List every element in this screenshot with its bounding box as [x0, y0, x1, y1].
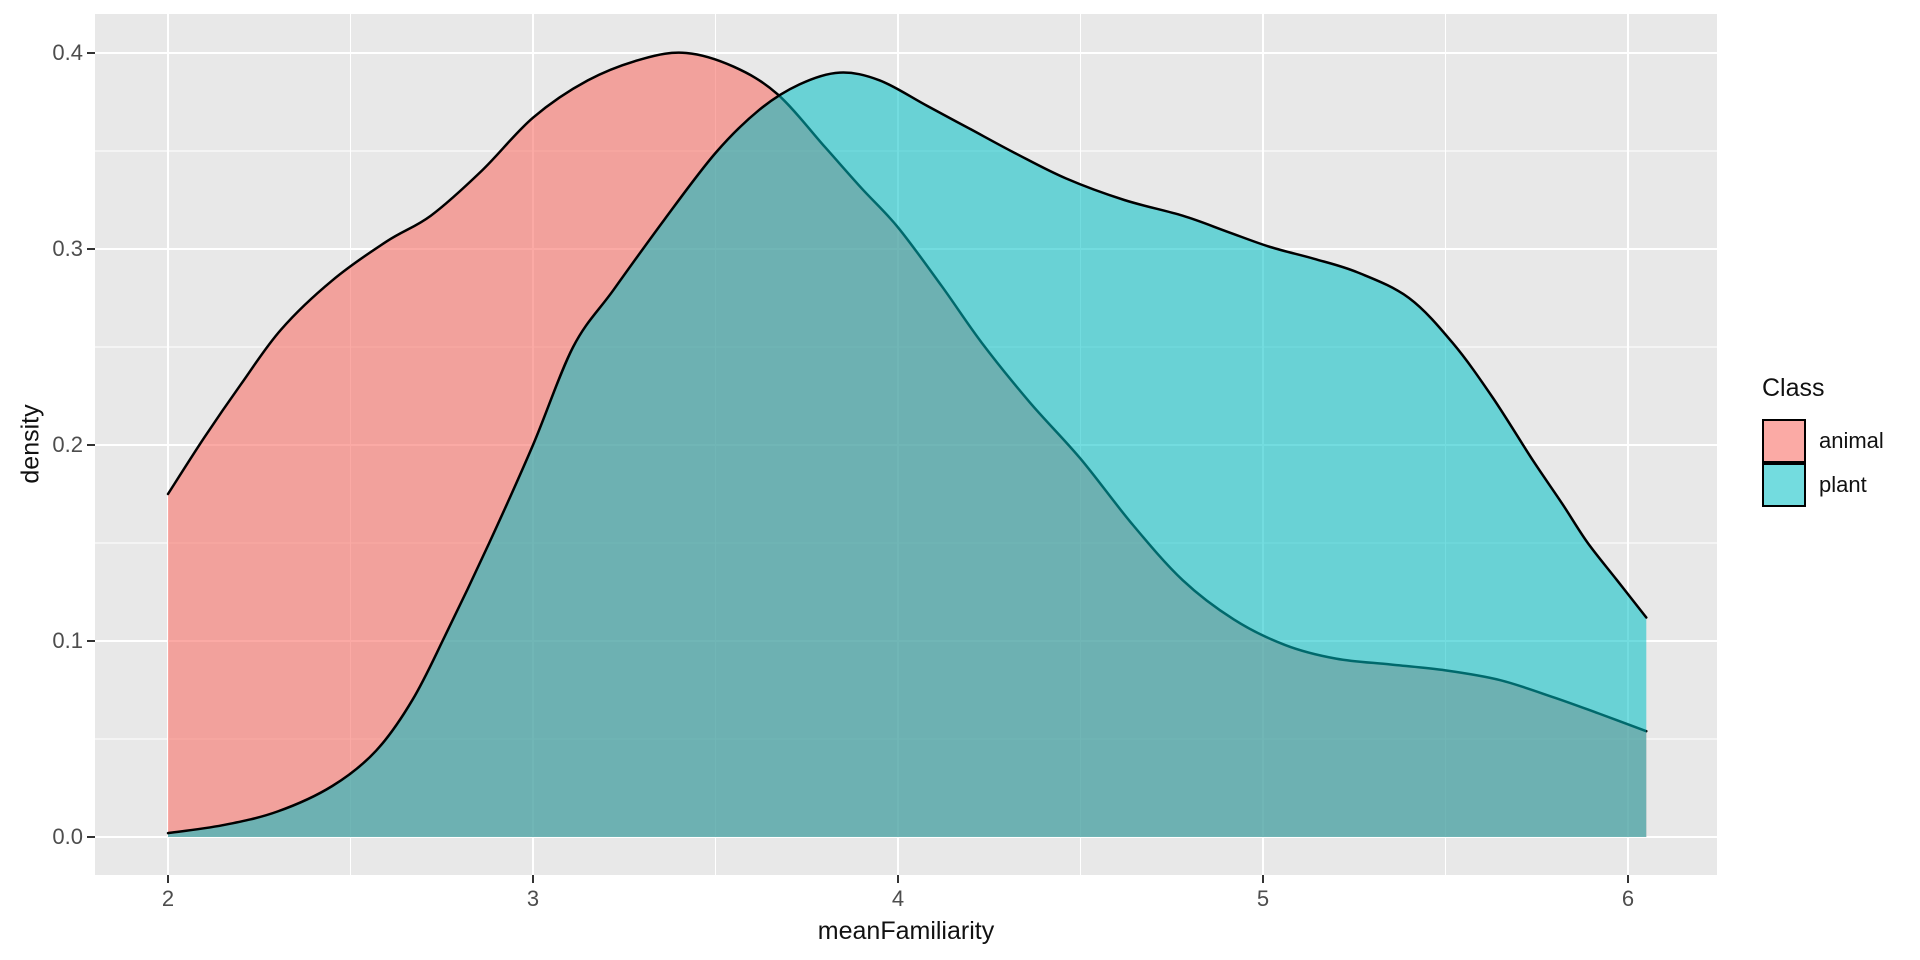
- legend-key-plant-swatch: [1762, 463, 1806, 507]
- x-axis-title: meanFamiliarity: [817, 917, 995, 945]
- legend: Class animal plant: [1762, 374, 1884, 507]
- density-curve-plant: [166, 71, 1648, 835]
- x-axis-tick-label: 5: [1256, 886, 1270, 911]
- animal-color-swatch: [1764, 421, 1804, 461]
- legend-item-plant: plant: [1762, 463, 1884, 507]
- legend-title: Class: [1762, 374, 1825, 402]
- legend-item-animal: animal: [1762, 419, 1884, 463]
- legend-key-animal-swatch: [1762, 419, 1806, 463]
- x-axis-tick-label: 4: [891, 886, 905, 911]
- x-axis-tick-label: 2: [161, 886, 175, 911]
- y-axis-tick-label: 0.4: [52, 40, 83, 65]
- y-axis-tick-label: 0.2: [52, 432, 83, 457]
- plant-color-swatch: [1764, 465, 1804, 505]
- legend-label-animal: animal: [1819, 428, 1884, 453]
- x-axis-tick-label: 6: [1621, 886, 1635, 911]
- y-axis-tick-label: 0.3: [52, 236, 83, 261]
- y-axis-tick-label: 0.0: [52, 824, 83, 849]
- x-axis-tick-label: 3: [526, 886, 540, 911]
- legend-label-plant: plant: [1819, 472, 1867, 497]
- y-axis-tick-label: 0.1: [52, 628, 83, 653]
- density-area-plant: [168, 72, 1647, 837]
